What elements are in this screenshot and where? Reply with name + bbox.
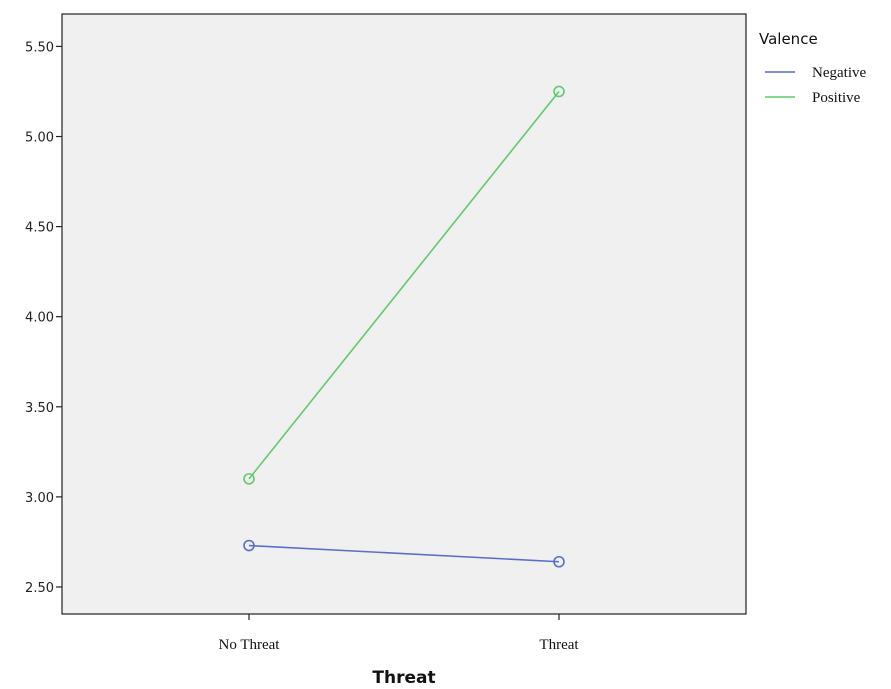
y-tick-label: 3.50 [25,401,54,416]
y-tick-label: 4.00 [25,311,54,326]
y-axis: 2.50 3.00 3.50 4.00 4.50 5.00 5.50 [25,40,62,596]
x-axis: No Threat Threat [219,614,579,653]
y-tick-label: 4.50 [25,221,54,236]
legend-title: Valence [759,30,818,48]
data-point-negative [243,539,255,552]
series-line-positive [248,90,560,480]
x-tick-label: No Threat [219,637,281,653]
y-tick-label: 5.50 [25,40,54,55]
series-line-negative [248,544,560,563]
legend-label: Negative [812,65,866,81]
x-tick-label: Threat [539,637,579,653]
x-axis-title: Threat [372,668,435,688]
y-tick-label: 5.00 [25,131,54,146]
series-layer [243,85,565,568]
data-point-negative [553,555,565,568]
data-point-positive [243,473,255,485]
y-tick-label: 2.50 [25,581,54,596]
legend-items: Negative Positive [765,65,866,106]
plot-area [61,13,747,615]
data-point-positive [553,85,565,98]
y-tick-label: 3.00 [25,491,54,506]
legend: Valence Negative Positive [759,30,866,106]
legend-label: Positive [812,90,861,106]
